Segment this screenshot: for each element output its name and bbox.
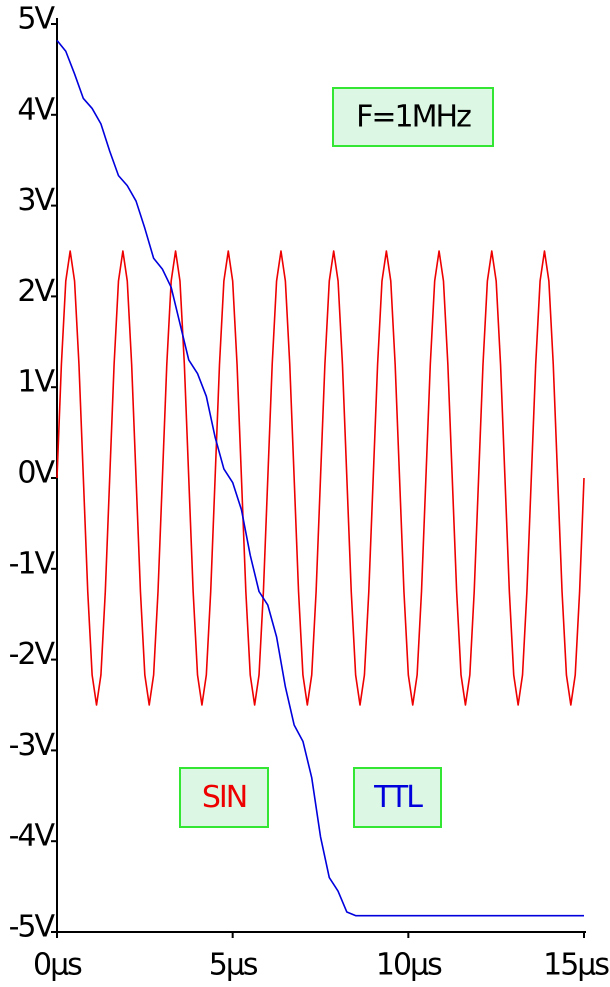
y-tick-label: 4V <box>17 92 55 127</box>
y-tick-label: -2V <box>9 637 56 672</box>
annotation-text: SIN <box>202 780 246 815</box>
x-tick-label: 0µs <box>33 948 82 983</box>
x-tick-label: 10µs <box>376 948 442 983</box>
annotation-text: F=1MHz <box>356 100 471 135</box>
x-tick-label: 15µs <box>543 948 609 983</box>
y-tick-label: 0V <box>17 456 55 491</box>
x-tick-label: 5µs <box>209 948 258 983</box>
y-tick-label: -1V <box>9 546 56 581</box>
y-tick-label: -4V <box>9 819 56 854</box>
line-ttl <box>56 39 584 917</box>
annotation-box <box>353 767 442 828</box>
annotation-box <box>332 87 494 147</box>
y-tick-label: 5V <box>17 2 55 37</box>
y-tick-label: -3V <box>9 728 56 763</box>
y-tick-label: 3V <box>17 183 55 218</box>
line-sin <box>56 250 585 706</box>
y-tick-label: 2V <box>17 274 55 309</box>
annotation-text: TTL <box>373 780 423 815</box>
y-tick-label: 1V <box>17 365 55 400</box>
annotation-box <box>179 767 269 828</box>
y-tick-label: -5V <box>9 910 56 945</box>
